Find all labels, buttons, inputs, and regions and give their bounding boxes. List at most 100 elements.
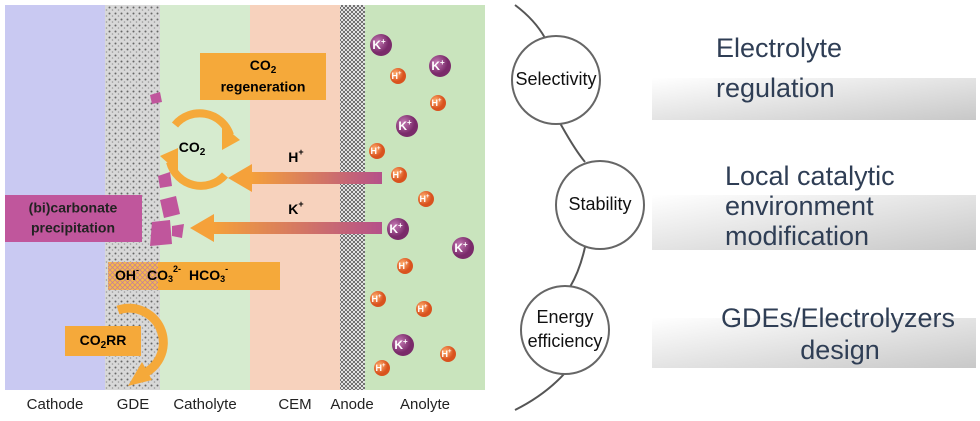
challenge-label: efficiency xyxy=(528,331,603,351)
zone-label: CEM xyxy=(278,396,311,413)
ion xyxy=(374,360,390,376)
banner xyxy=(652,195,976,250)
ion-charge: + xyxy=(403,337,408,346)
challenge-circle xyxy=(555,160,645,250)
challenge-circle xyxy=(511,35,601,125)
ion-symbol: H xyxy=(392,170,399,180)
ion-symbol: K xyxy=(372,38,381,52)
strategy-label: design xyxy=(800,335,880,365)
ion-symbol: H xyxy=(398,261,405,271)
zone-label: GDE xyxy=(117,396,150,413)
ion-symbol: K xyxy=(394,338,403,352)
potassium-arrow xyxy=(212,222,382,234)
ion-label: H+ xyxy=(391,71,402,82)
precipitates xyxy=(150,92,184,246)
ion xyxy=(452,237,474,259)
ion-symbol: H xyxy=(391,71,398,81)
ions: K+H+K+H+K+H+H+H+K+K+H+H+H+K+H+H+ xyxy=(369,34,474,376)
ion-symbol: H xyxy=(375,363,382,373)
ion xyxy=(390,68,406,84)
precipitation-label: (bi)carbonate xyxy=(29,200,118,216)
strategy-label: environment xyxy=(725,191,874,221)
banner xyxy=(652,318,976,368)
cycle-arrow xyxy=(166,160,229,190)
ion xyxy=(418,191,434,207)
cycle-arrow xyxy=(171,109,234,137)
ion xyxy=(430,95,446,111)
ion-charge: + xyxy=(398,221,403,230)
precipitation-label: precipitation xyxy=(31,220,115,236)
ion-label: H+ xyxy=(441,349,452,360)
strategy-label: modification xyxy=(725,221,869,251)
ion-charge: + xyxy=(407,118,412,127)
ion xyxy=(416,301,432,317)
ion xyxy=(370,34,392,56)
ion-label: H+ xyxy=(375,363,386,374)
arrow-head xyxy=(190,214,214,242)
ion-label: H+ xyxy=(371,294,382,305)
ion xyxy=(370,291,386,307)
arrow-head xyxy=(128,362,152,386)
ion-label: K+ xyxy=(394,337,408,352)
potassium-label: K+ xyxy=(288,199,303,216)
strategy-label: regulation xyxy=(716,73,835,103)
ion xyxy=(397,258,413,274)
co2rr-box xyxy=(65,326,141,356)
ion-symbol: H xyxy=(431,98,438,108)
ion-label: K+ xyxy=(398,118,412,133)
precipitation-box xyxy=(5,195,142,242)
ion-symbol: K xyxy=(454,241,463,255)
challenges: Selectivity Electrolyte regulation Stabilit… xyxy=(511,33,976,375)
ion xyxy=(369,143,385,159)
ion-symbol: H xyxy=(371,294,378,304)
co2-regeneration-label: CO2 xyxy=(250,57,277,76)
ion-charge: + xyxy=(399,170,403,176)
ion-charge: + xyxy=(438,98,442,104)
co2rr-arrow xyxy=(116,303,168,380)
challenge-label: Stability xyxy=(568,194,631,214)
ion-label: H+ xyxy=(417,304,428,315)
co2-label: CO2 xyxy=(179,139,206,158)
arrow-head xyxy=(222,125,240,150)
ion-label: H+ xyxy=(370,146,381,157)
ion-charge: + xyxy=(448,349,452,355)
strategy-label: Electrolyte xyxy=(716,33,842,63)
ion xyxy=(429,55,451,77)
ion-charge: + xyxy=(440,58,445,67)
ion-symbol: H xyxy=(419,194,426,204)
proton-arrow xyxy=(250,172,382,184)
ion xyxy=(440,346,456,362)
anode-zone xyxy=(340,5,365,390)
ion-charge: + xyxy=(377,146,381,152)
strategy-label: Local catalytic xyxy=(725,161,895,191)
ion xyxy=(391,167,407,183)
ion-charge: + xyxy=(463,240,468,249)
ion-charge: + xyxy=(426,194,430,200)
ion xyxy=(387,218,409,240)
zone-label: Anode xyxy=(330,396,373,413)
anion-box-gde xyxy=(108,262,158,290)
zone-labels: Cathode GDE Catholyte CEM Anode Anolyte xyxy=(27,396,450,413)
challenge-label: Selectivity xyxy=(515,69,596,89)
zone-label: Cathode xyxy=(27,396,84,413)
ion-symbol: K xyxy=(398,119,407,133)
arrow-head xyxy=(228,164,252,192)
ion-symbol: K xyxy=(389,222,398,236)
ion-label: H+ xyxy=(419,194,430,205)
arrow-head xyxy=(160,148,178,172)
anions-label: OH- CO32- HCO3- xyxy=(115,264,228,284)
zone-label: Anolyte xyxy=(400,396,450,413)
co2-regeneration-label: regeneration xyxy=(221,79,306,95)
ion-label: H+ xyxy=(431,98,442,109)
ion xyxy=(392,334,414,356)
ion-label: H+ xyxy=(398,261,409,272)
ion-symbol: K xyxy=(431,59,440,73)
ion-label: H+ xyxy=(392,170,403,181)
ion-label: K+ xyxy=(372,37,386,52)
strategy-label: GDEs/Electrolyzers xyxy=(721,303,955,333)
connector-line xyxy=(514,4,586,411)
anion-box xyxy=(158,262,280,290)
ion-label: K+ xyxy=(431,58,445,73)
banner xyxy=(652,78,976,120)
ion-charge: + xyxy=(378,294,382,300)
